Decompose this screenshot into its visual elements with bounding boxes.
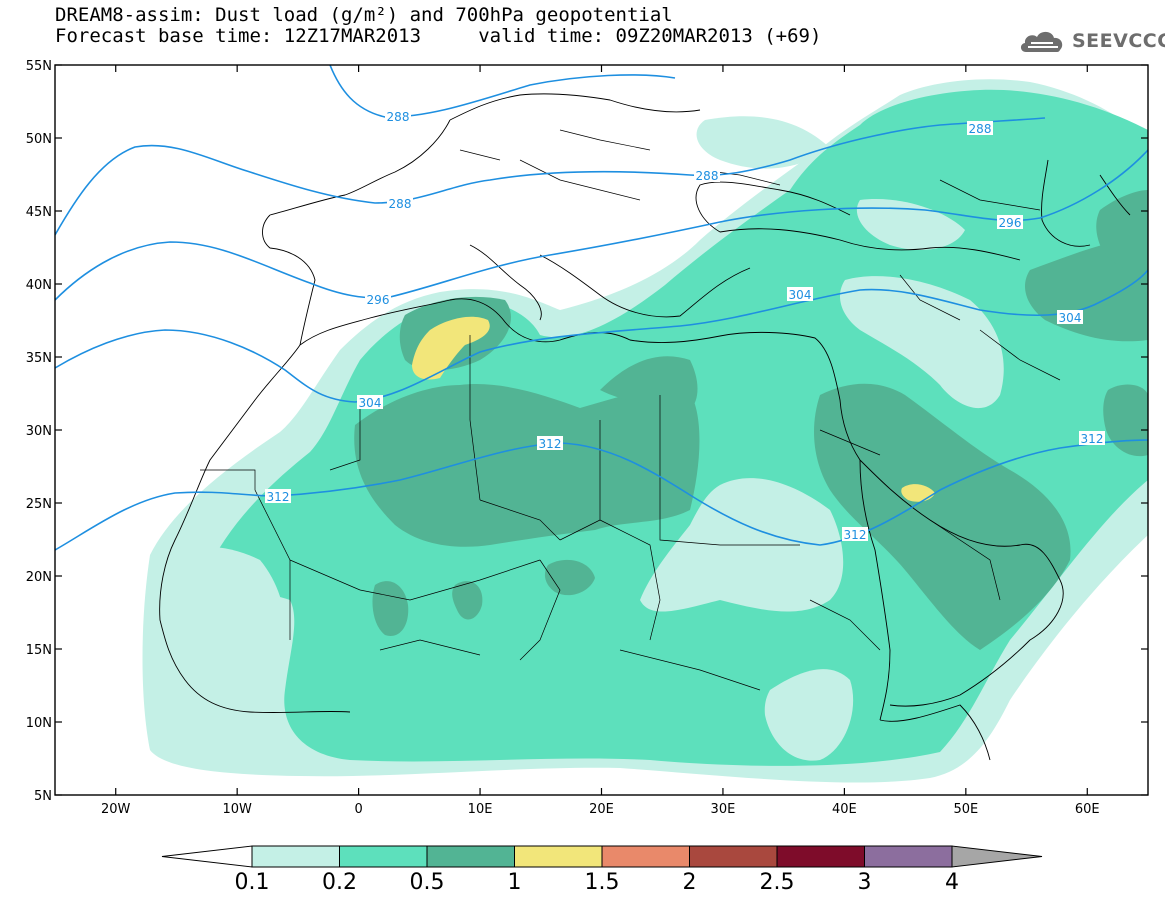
dust-region-dark-patch-1 bbox=[372, 581, 409, 636]
contour-296 bbox=[55, 149, 1148, 301]
lon-label: 30E bbox=[711, 802, 736, 817]
contour-label: 312 bbox=[267, 490, 290, 504]
lat-label: 50N bbox=[26, 132, 52, 147]
contour-label-bg bbox=[997, 215, 1023, 229]
forecast-time-subtitle: Forecast base time: 12Z17MAR2013 valid t… bbox=[55, 25, 822, 47]
contour-288-central bbox=[55, 117, 1046, 236]
cloud-icon bbox=[1020, 31, 1063, 52]
seevccc-logo: SEEVCCC bbox=[1018, 24, 1165, 58]
contour-label: 312 bbox=[1081, 432, 1104, 446]
lat-label: 10N bbox=[26, 716, 52, 731]
contour-label: 288 bbox=[387, 110, 410, 124]
colorbar-label: 2.5 bbox=[760, 870, 795, 895]
dust-region-high-algeria bbox=[412, 316, 490, 380]
colorbar-segment bbox=[339, 845, 428, 868]
colorbar: 0.1 0.2 0.5 1 1.5 2 2.5 3 4 bbox=[161, 845, 1043, 895]
contour-label: 304 bbox=[359, 396, 382, 410]
contour-label-bg bbox=[787, 287, 813, 301]
colorbar-segment bbox=[776, 845, 865, 868]
contour-312 bbox=[55, 439, 1148, 551]
colorbar-segment bbox=[251, 845, 340, 868]
lon-label: 0 bbox=[354, 802, 362, 817]
contour-label-bg bbox=[694, 168, 720, 182]
dust-region-dark-arabia bbox=[814, 383, 1071, 650]
lat-label: 45N bbox=[26, 205, 52, 220]
contour-label: 312 bbox=[844, 528, 867, 542]
dust-region-dark-patch-2 bbox=[452, 581, 483, 620]
lon-label: 20W bbox=[101, 802, 131, 817]
lat-label: 55N bbox=[26, 59, 52, 74]
contour-labels: 288 288 288 288 296 296 304 304 304 312 312 312 312 bbox=[265, 109, 1105, 542]
contour-label-bg bbox=[537, 436, 563, 450]
contour-label-bg bbox=[967, 121, 993, 135]
dust-region-dark-sahara bbox=[354, 384, 700, 547]
dust-region-dark-patch-4 bbox=[952, 581, 998, 631]
colorbar-label: 0.1 bbox=[235, 870, 270, 895]
contour-label-bg bbox=[1079, 431, 1105, 445]
dust-region-dark-patch-5 bbox=[1103, 384, 1148, 457]
latitude-labels: 55N 50N 45N 40N 35N 30N 25N 20N 15N 10N 5N bbox=[26, 59, 1148, 804]
colorbar-label: 1.5 bbox=[585, 870, 620, 895]
colorbar-under-arrow bbox=[161, 845, 253, 868]
coastlines bbox=[159, 93, 1131, 761]
contour-label: 312 bbox=[539, 437, 562, 451]
longitude-labels: 20W 10W 0 10E 20E 30E 40E 50E 60E bbox=[101, 65, 1100, 817]
contour-label: 288 bbox=[696, 169, 719, 183]
contour-label: 288 bbox=[389, 197, 412, 211]
lat-label: 25N bbox=[26, 497, 52, 512]
lon-label: 50E bbox=[953, 802, 978, 817]
lat-label: 40N bbox=[26, 278, 52, 293]
contour-label-bg bbox=[365, 292, 391, 306]
logo-text: SEEVCCC bbox=[1072, 30, 1165, 52]
country-borders bbox=[200, 129, 1061, 691]
colorbar-label: 0.5 bbox=[410, 870, 445, 895]
contour-label: 304 bbox=[1059, 311, 1082, 325]
lon-label: 60E bbox=[1075, 802, 1100, 817]
contour-label-bg bbox=[357, 395, 383, 409]
colorbar-label: 0.2 bbox=[322, 870, 357, 895]
contour-label: 296 bbox=[999, 216, 1022, 230]
lon-label: 10E bbox=[468, 802, 493, 817]
contour-label-bg bbox=[842, 527, 868, 541]
colorbar-segment bbox=[426, 845, 515, 868]
dust-region-dark-caspian bbox=[1096, 190, 1148, 272]
lat-label: 30N bbox=[26, 424, 52, 439]
map-title: DREAM8-assim: Dust load (g/m²) and 700hP… bbox=[55, 4, 673, 26]
colorbar-segment bbox=[601, 845, 690, 868]
contour-label: 296 bbox=[367, 293, 390, 307]
dust-region-light-patch-westafrica bbox=[151, 546, 287, 709]
colorbar-label: 2 bbox=[683, 870, 697, 895]
colorbar-over-arrow bbox=[951, 845, 1043, 868]
colorbar-label: 3 bbox=[858, 870, 872, 895]
dust-region-light-patch-iran bbox=[856, 199, 965, 250]
lat-label: 20N bbox=[26, 570, 52, 585]
dust-region-dark-libya bbox=[600, 356, 698, 410]
contour-288-north bbox=[329, 65, 676, 118]
lat-label: 5N bbox=[34, 789, 52, 804]
contour-label-bg bbox=[265, 489, 291, 503]
contour-label-bg bbox=[387, 196, 413, 210]
colorbar-segment bbox=[514, 845, 603, 868]
dust-load-field bbox=[142, 79, 1148, 783]
colorbar-segment bbox=[864, 845, 953, 868]
contour-label: 288 bbox=[969, 122, 992, 136]
dust-region-light-patch-ethiopia bbox=[764, 669, 854, 761]
contour-label-bg bbox=[1057, 310, 1083, 324]
contour-label-bg bbox=[385, 109, 411, 123]
lat-label: 35N bbox=[26, 351, 52, 366]
dust-region-light-east bbox=[696, 116, 830, 169]
lon-label: 40E bbox=[832, 802, 857, 817]
lon-label: 20E bbox=[589, 802, 614, 817]
dust-region-high-arabia bbox=[901, 484, 935, 502]
colorbar-label: 1 bbox=[508, 870, 522, 895]
lat-label: 15N bbox=[26, 643, 52, 658]
dust-region-light-patch-arabia-north bbox=[840, 276, 1004, 409]
colorbar-label: 4 bbox=[945, 870, 959, 895]
colorbar-segment bbox=[689, 845, 778, 868]
contour-label: 304 bbox=[789, 288, 812, 302]
geopotential-contours bbox=[55, 65, 1148, 551]
lon-label: 10W bbox=[222, 802, 252, 817]
contour-304 bbox=[55, 269, 1148, 403]
